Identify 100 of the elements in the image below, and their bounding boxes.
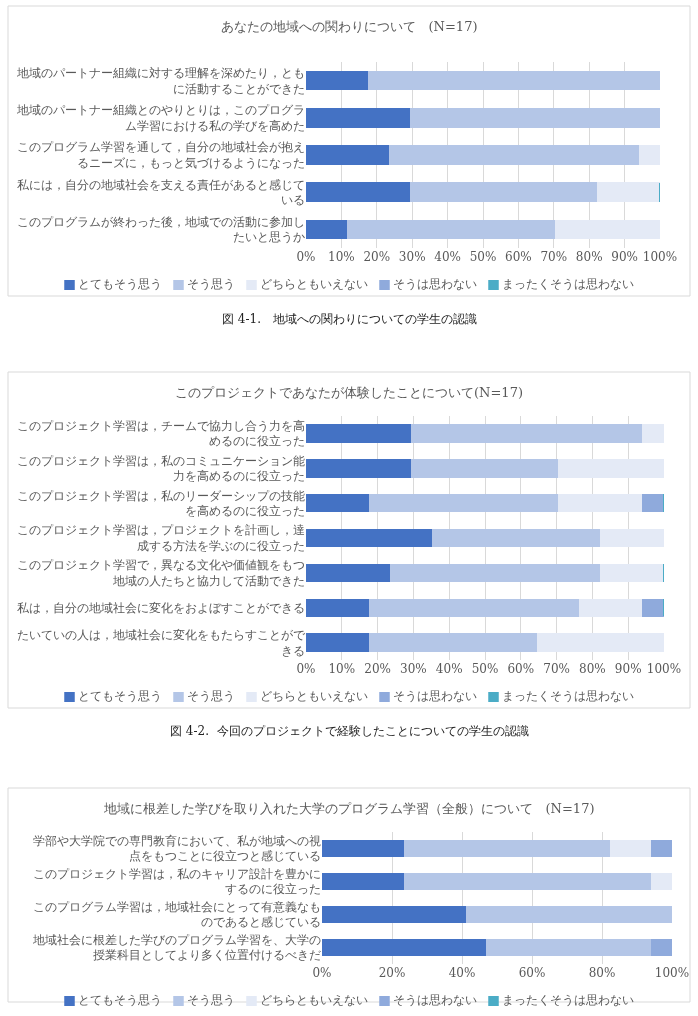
x-tick-label: 40% bbox=[435, 662, 463, 676]
legend-label: そう思う bbox=[186, 992, 235, 1009]
bar bbox=[306, 459, 412, 478]
bar bbox=[306, 563, 391, 583]
bar bbox=[537, 633, 664, 652]
bar bbox=[600, 528, 664, 548]
legend-label: そう思う bbox=[186, 276, 235, 293]
x-tick-label: 100% bbox=[646, 662, 682, 676]
x-tick-label: 70% bbox=[543, 662, 570, 676]
y-tick-label: たいていの人は，地域社会に変化をもたらすことができる bbox=[17, 627, 306, 658]
bar bbox=[306, 493, 370, 513]
bar bbox=[609, 839, 652, 858]
bar bbox=[431, 528, 602, 548]
bar bbox=[409, 182, 598, 202]
bar bbox=[306, 70, 369, 91]
bar bbox=[557, 493, 644, 513]
bar bbox=[403, 872, 652, 891]
x-tick-label: 60% bbox=[518, 966, 546, 980]
legend-label: そうは思わない bbox=[392, 992, 477, 1009]
legend-label: とてもそう思う bbox=[77, 688, 162, 705]
bar bbox=[642, 493, 664, 513]
bar bbox=[306, 219, 349, 240]
bar bbox=[650, 872, 672, 891]
x-tick-label: 10% bbox=[328, 662, 356, 676]
bar bbox=[306, 598, 370, 617]
x-tick-label: 90% bbox=[614, 662, 642, 676]
y-tick-label: このプロジェクト学習で，異なる文化や価値観をもつ地域の人たちと協力して活動できた bbox=[17, 558, 305, 588]
bar bbox=[347, 219, 557, 240]
bar bbox=[638, 145, 660, 165]
legend-label: そう思う bbox=[186, 688, 235, 705]
bar bbox=[465, 905, 672, 924]
x-tick-label: 30% bbox=[400, 662, 427, 676]
x-tick-label: 50% bbox=[471, 662, 499, 676]
x-tick-label: 80% bbox=[588, 966, 616, 980]
y-tick-label: このプロジェクト学習は，チームで協力し合う力を高めるのに役立った bbox=[17, 418, 305, 449]
bar bbox=[306, 633, 370, 652]
bar bbox=[306, 424, 412, 443]
bar bbox=[306, 145, 390, 165]
chart-title: あなたの地域への関わりについて (N=17) bbox=[220, 19, 478, 35]
legend-label: そうは思わない bbox=[392, 688, 477, 705]
legend-label: まったくそうは思わない bbox=[501, 688, 634, 705]
y-tick-label: このプログラム学習を通して，自分の地域社会が抱えるニーズに，もっと気づけるようになった bbox=[17, 140, 305, 170]
x-tick-label: 40% bbox=[434, 250, 461, 264]
y-tick-label: 私には，自分の地域社会を支える責任があると感じている bbox=[17, 177, 305, 208]
y-tick-label: このプロジェクト学習は，私のキャリア設計を豊かにするのに役立った bbox=[33, 866, 321, 897]
bar bbox=[322, 839, 405, 858]
bar bbox=[367, 70, 660, 91]
y-tick-label: このプログラム学習は，地域社会にとって有意義なものであると感じている bbox=[33, 899, 321, 930]
bar bbox=[322, 938, 488, 957]
y-tick-label: このプロジェクト学習は，私のリーダーシップの技能を高めるのに役立った bbox=[17, 488, 305, 519]
x-tick-label: 20% bbox=[363, 250, 391, 264]
bar bbox=[322, 872, 405, 891]
x-tick-label: 80% bbox=[579, 662, 606, 676]
caption: 図 4-1. 地域への関わりについての学生の認識 bbox=[222, 312, 477, 326]
bar bbox=[388, 145, 640, 165]
y-tick-label: このプロジェクト学習は，プロジェクトを計画し，達成する方法を学ぶのに役立った bbox=[17, 523, 305, 553]
x-tick-label: 0% bbox=[296, 250, 316, 264]
legend-label: まったくそうは思わない bbox=[501, 276, 634, 293]
x-tick-label: 20% bbox=[378, 966, 406, 980]
bar bbox=[389, 563, 602, 583]
bar bbox=[651, 938, 672, 957]
bar bbox=[555, 219, 660, 240]
x-tick-label: 60% bbox=[505, 250, 532, 264]
legend-label: そうは思わない bbox=[392, 276, 477, 293]
bar bbox=[403, 839, 611, 858]
bar bbox=[600, 563, 664, 583]
x-tick-label: 0% bbox=[312, 966, 332, 980]
x-tick-label: 100% bbox=[654, 966, 690, 980]
y-tick-label: 地域のパートナー組織とのやりとりは，このプログラム学習における私の学びを高めた bbox=[16, 103, 305, 133]
legend-label: どちらともいえない bbox=[259, 276, 368, 293]
bar bbox=[650, 839, 672, 858]
bar bbox=[642, 598, 664, 617]
x-tick-label: 50% bbox=[469, 250, 497, 264]
y-tick-label: 地域のパートナー組織に対する理解を深めたり，ともに活動することができた bbox=[16, 66, 305, 96]
bar bbox=[410, 459, 560, 478]
x-tick-label: 100% bbox=[642, 250, 678, 264]
x-tick-label: 30% bbox=[398, 250, 426, 264]
x-tick-label: 40% bbox=[448, 966, 476, 980]
bar bbox=[486, 938, 653, 957]
bar bbox=[306, 182, 411, 202]
bar bbox=[409, 108, 660, 128]
y-tick-label: 私は，自分の地域社会に変化をおよぼすことができる bbox=[17, 600, 305, 615]
x-tick-label: 60% bbox=[507, 662, 535, 676]
bar bbox=[306, 528, 433, 548]
bar bbox=[368, 598, 581, 617]
legend-label: とてもそう思う bbox=[77, 992, 162, 1009]
legend-label: どちらともいえない bbox=[259, 688, 368, 705]
bar bbox=[558, 459, 664, 478]
bar bbox=[368, 493, 559, 513]
legend-label: どちらともいえない bbox=[259, 992, 368, 1009]
x-tick-label: 90% bbox=[611, 250, 638, 264]
chart-title: このプロジェクトであなたが体験したことについて(N=17) bbox=[175, 385, 523, 401]
bar bbox=[306, 108, 411, 128]
caption: 図 4-2. 今回のプロジェクトで経験したことについての学生の認識 bbox=[170, 724, 529, 738]
bar bbox=[579, 598, 644, 617]
y-tick-label: このプロジェクト学習は，私のコミュニケーション能力を高めるのに役立った bbox=[17, 453, 305, 484]
legend-label: まったくそうは思わない bbox=[501, 992, 634, 1009]
x-tick-label: 0% bbox=[296, 662, 316, 676]
y-tick-label: このプログラムが終わった後，地域での活動に参加したいと思うか bbox=[17, 214, 305, 245]
y-tick-label: 学部や大学院での専門教育において、私が地域への視点をもつことに役立つと感じている bbox=[33, 833, 321, 864]
